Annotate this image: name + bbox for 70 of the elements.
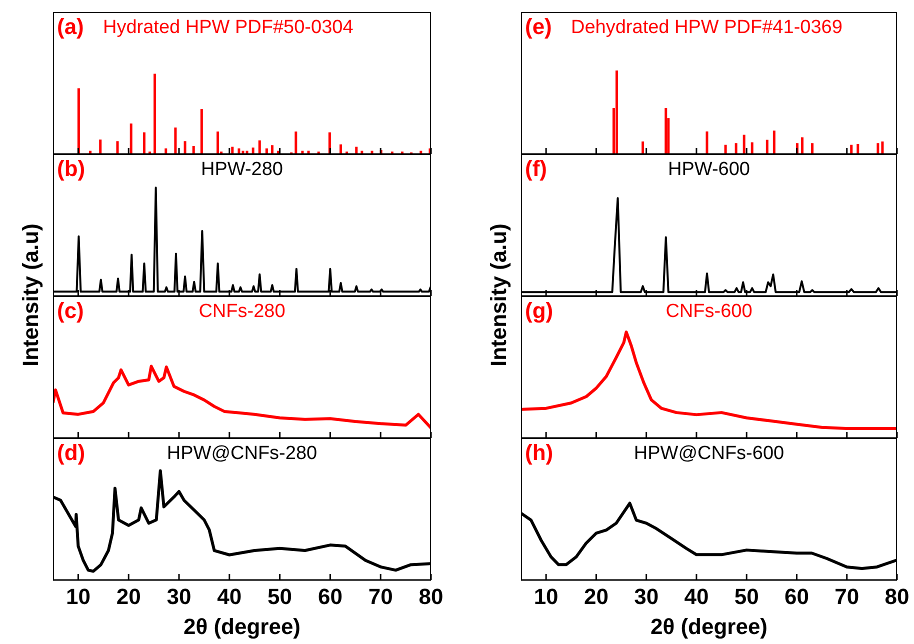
bar bbox=[184, 141, 186, 154]
x-tick-label: 40 bbox=[684, 584, 709, 609]
x-tick-label: 20 bbox=[116, 584, 141, 609]
bar bbox=[231, 146, 234, 154]
chart-subtitle: CNFs-600 bbox=[666, 301, 752, 322]
chart-title: (e) bbox=[525, 14, 552, 40]
chart-title: (f) bbox=[525, 156, 547, 182]
chart-title: (g) bbox=[525, 298, 554, 324]
bar bbox=[850, 144, 853, 154]
bar bbox=[294, 132, 298, 154]
bar bbox=[881, 141, 884, 154]
x-tick-label: 30 bbox=[634, 584, 659, 609]
bar bbox=[258, 140, 261, 154]
bar bbox=[876, 143, 880, 154]
bar bbox=[200, 109, 203, 154]
x-tick-label: 50 bbox=[268, 584, 292, 609]
bar bbox=[154, 74, 156, 154]
chart-subtitle: HPW@CNFs-280 bbox=[166, 443, 318, 464]
x-tick-label: 70 bbox=[368, 584, 393, 609]
bar bbox=[99, 140, 102, 154]
bar bbox=[766, 140, 768, 154]
bar bbox=[800, 137, 804, 154]
x-tick-label: 50 bbox=[734, 584, 759, 609]
bar bbox=[130, 124, 132, 154]
y-axis-title: Intensity (a.u) bbox=[486, 222, 512, 369]
x-tick-label: 80 bbox=[418, 584, 444, 609]
bar bbox=[772, 130, 776, 154]
bar bbox=[355, 146, 358, 154]
bar bbox=[706, 131, 708, 154]
x-tick-label: 20 bbox=[584, 584, 608, 609]
x-tick-label: 80 bbox=[884, 584, 910, 609]
x-tick-label: 10 bbox=[534, 584, 558, 609]
x-tick-label: 60 bbox=[318, 584, 342, 609]
chart-title: (b) bbox=[57, 156, 86, 182]
bar bbox=[270, 145, 274, 154]
bar bbox=[340, 144, 342, 154]
bar bbox=[734, 143, 738, 154]
chart-subtitle: CNFs-280 bbox=[198, 301, 286, 322]
bar bbox=[856, 144, 860, 154]
bar bbox=[724, 144, 727, 154]
bar bbox=[192, 146, 195, 154]
bar bbox=[142, 132, 146, 154]
bar bbox=[742, 134, 746, 154]
bar bbox=[664, 108, 668, 154]
bar bbox=[77, 88, 80, 154]
chart-title: (d) bbox=[57, 440, 86, 466]
chart-title: (h) bbox=[525, 440, 554, 466]
x-axis-title: 2θ (degree) bbox=[649, 614, 769, 640]
bar bbox=[116, 141, 119, 154]
chart-subtitle: HPW@CNFs-600 bbox=[634, 443, 784, 464]
chart-subtitle: Hydrated HPW PDF#50-0304 bbox=[103, 17, 354, 39]
bar bbox=[252, 148, 254, 154]
x-tick-label: 70 bbox=[834, 584, 860, 609]
chart-subtitle: HPW-600 bbox=[668, 159, 750, 180]
chart-title: (a) bbox=[57, 14, 84, 40]
chart-subtitle: HPW-280 bbox=[200, 159, 283, 180]
x-tick-label: 30 bbox=[166, 584, 192, 609]
x-axis-title: 2θ (degree) bbox=[182, 614, 302, 640]
chart-subtitle: Dehydrated HPW PDF#41-0369 bbox=[571, 17, 842, 39]
y-axis-title: Intensity (a.u) bbox=[18, 222, 44, 369]
bar bbox=[811, 143, 814, 154]
chart-title: (c) bbox=[57, 298, 84, 324]
bar bbox=[174, 128, 177, 154]
x-tick-label: 60 bbox=[784, 584, 809, 609]
bar bbox=[750, 142, 754, 154]
x-tick-label: 40 bbox=[217, 584, 242, 609]
bar bbox=[616, 70, 618, 154]
bar bbox=[642, 141, 644, 154]
bar bbox=[216, 132, 220, 154]
x-tick-label: 10 bbox=[66, 584, 90, 609]
